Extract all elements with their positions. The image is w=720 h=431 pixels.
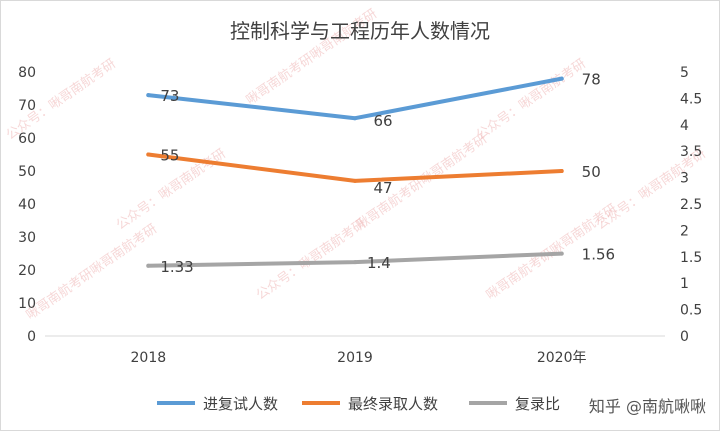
data-point <box>353 116 357 121</box>
data-label: 50 <box>582 163 601 181</box>
y-right-tick-label: 1 <box>680 276 689 292</box>
series-layer: 73 66 78 55 47 50 1.33 1.4 1.56 <box>146 71 615 276</box>
legend-item: 最终录取人数 <box>302 395 438 413</box>
y-right-tick-label: 1.5 <box>680 250 702 266</box>
data-point <box>146 93 151 98</box>
y-left-tick-label: 0 <box>27 329 36 345</box>
data-point <box>559 251 564 256</box>
y-left-tick-label: 40 <box>18 197 36 213</box>
y-right-tick-label: 4 <box>680 118 689 134</box>
data-label: 47 <box>373 179 392 197</box>
data-point <box>146 263 151 268</box>
y-right-tick-label: 0 <box>680 329 689 345</box>
data-label: 1.56 <box>582 246 615 264</box>
y-left-tick-label: 70 <box>18 98 36 114</box>
y-right-tick-label: 2.5 <box>680 197 702 213</box>
data-label: 73 <box>160 87 179 105</box>
x-tick-label: 2018 <box>131 350 167 366</box>
x-tick-label: 2019 <box>337 350 373 366</box>
data-point <box>353 178 357 183</box>
y-left-tick-label: 60 <box>18 131 36 147</box>
data-label: 1.33 <box>160 258 193 276</box>
y-right-tick-label: 2 <box>680 223 689 239</box>
y-right-tick-label: 3.5 <box>680 144 702 160</box>
y-left-tick-label: 20 <box>18 263 36 279</box>
data-label: 1.4 <box>367 254 391 272</box>
x-tick-label: 2020年 <box>537 350 587 366</box>
y-left-tick-label: 30 <box>18 230 36 246</box>
legend-item: 进复试人数 <box>157 395 278 413</box>
y-right-tick-label: 4.5 <box>680 91 702 107</box>
legend-label: 复录比 <box>515 395 560 413</box>
y-right-tick-label: 0.5 <box>680 303 702 319</box>
y-right-tick-label: 3 <box>680 171 689 187</box>
legend: 进复试人数 最终录取人数 复录比 <box>157 395 560 413</box>
data-label: 55 <box>160 147 179 165</box>
legend-label: 最终录取人数 <box>348 395 438 413</box>
chart-title: 控制科学与工程历年人数情况 <box>230 19 490 43</box>
data-point <box>559 169 564 173</box>
data-label: 78 <box>582 71 601 89</box>
data-label: 66 <box>373 112 392 130</box>
legend-item: 复录比 <box>469 395 560 413</box>
left-axis: 0 10 20 30 40 50 60 70 80 <box>18 65 36 345</box>
y-left-tick-label: 10 <box>18 296 36 312</box>
right-axis: 0 0.5 1 1.5 2 2.5 3 3.5 4 4.5 5 <box>680 65 702 345</box>
y-left-tick-label: 50 <box>18 164 36 180</box>
data-point <box>146 152 151 157</box>
y-right-tick-label: 5 <box>680 65 689 81</box>
x-axis: 2018 2019 2020年 <box>131 350 587 366</box>
data-point <box>559 76 564 81</box>
source-tag: 知乎 @南航啾啾 <box>584 393 710 417</box>
y-left-tick-label: 80 <box>18 65 36 81</box>
legend-label: 进复试人数 <box>203 395 278 413</box>
data-point <box>353 260 357 265</box>
